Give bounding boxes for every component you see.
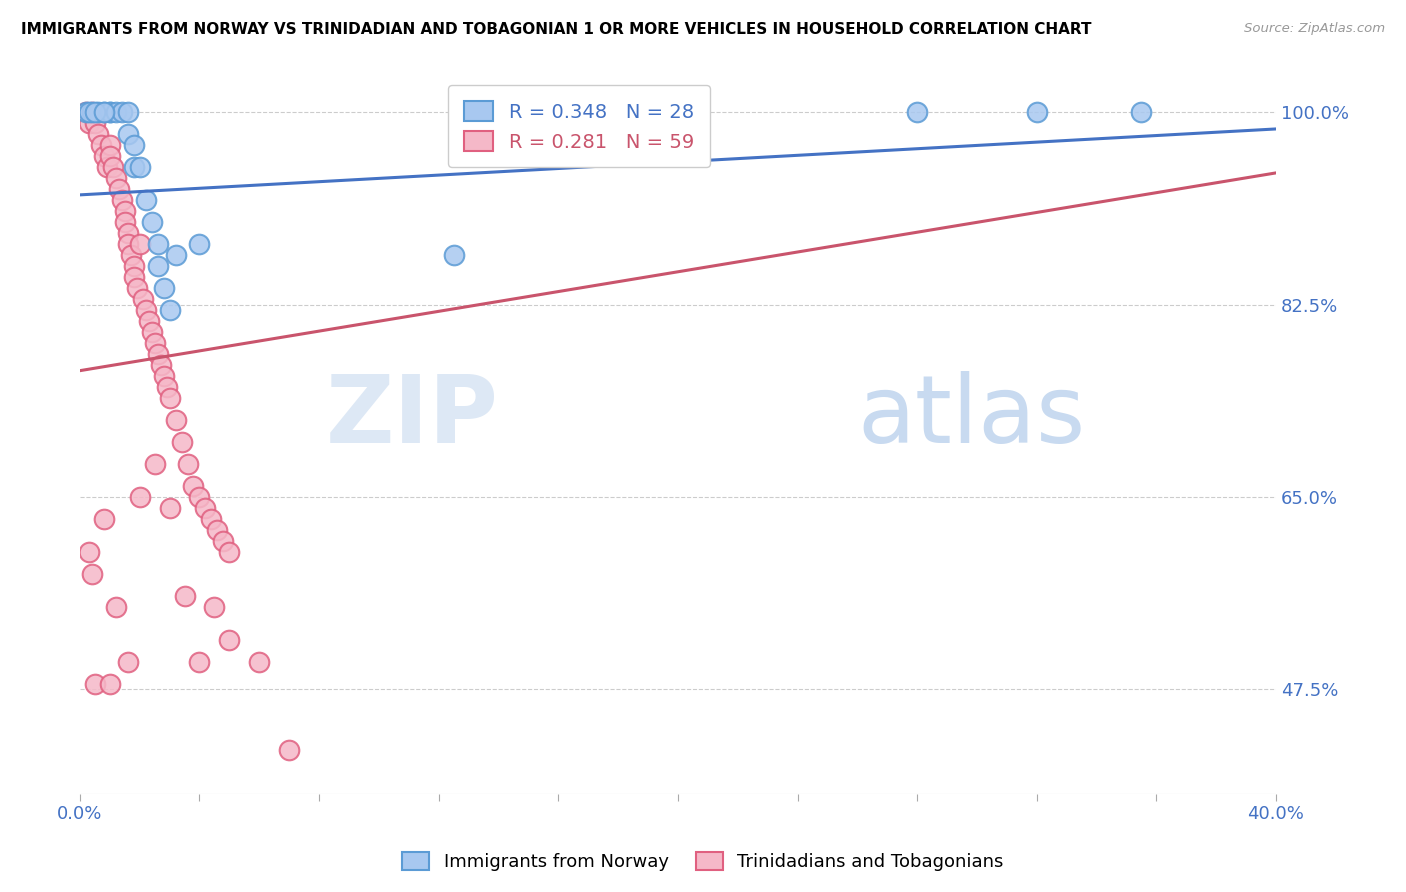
Text: ZIP: ZIP: [326, 370, 499, 463]
Point: [183, 479, 205, 493]
Point: [173, 589, 195, 603]
Point: [104, 171, 127, 186]
Point: [128, 237, 150, 252]
Point: [101, 161, 124, 175]
Point: [152, 281, 174, 295]
Point: [155, 380, 177, 394]
Point: [117, 105, 139, 120]
Point: [146, 347, 169, 361]
Point: [80, 105, 103, 120]
Point: [188, 237, 211, 252]
Legend: Immigrants from Norway, Trinidadians and Tobagonians: Immigrants from Norway, Trinidadians and…: [395, 845, 1011, 879]
Point: [77, 105, 100, 120]
Point: [200, 512, 222, 526]
Point: [98, 149, 121, 163]
Legend: R = 0.348   N = 28, R = 0.281   N = 59: R = 0.348 N = 28, R = 0.281 N = 59: [449, 86, 710, 168]
Point: [93, 105, 115, 120]
Point: [83, 677, 105, 691]
Point: [247, 655, 270, 669]
Point: [141, 325, 163, 339]
Point: [120, 248, 142, 262]
Point: [176, 457, 198, 471]
Point: [159, 391, 181, 405]
Point: [138, 314, 160, 328]
Point: [194, 501, 217, 516]
Point: [218, 632, 240, 647]
Point: [83, 116, 105, 130]
Point: [204, 599, 226, 614]
Point: [278, 742, 301, 756]
Point: [111, 105, 134, 120]
Point: [104, 105, 127, 120]
Point: [159, 303, 181, 318]
Point: [122, 138, 145, 153]
Point: [80, 566, 103, 581]
Point: [188, 490, 211, 504]
Point: [111, 194, 134, 208]
Point: [1025, 105, 1047, 120]
Point: [141, 215, 163, 229]
Point: [152, 369, 174, 384]
Point: [212, 533, 235, 548]
Point: [146, 237, 169, 252]
Point: [165, 413, 187, 427]
Point: [90, 138, 112, 153]
Point: [114, 215, 136, 229]
Point: [122, 270, 145, 285]
Point: [98, 677, 121, 691]
Point: [75, 105, 97, 120]
Point: [443, 248, 465, 262]
Point: [218, 545, 240, 559]
Point: [117, 655, 139, 669]
Point: [128, 490, 150, 504]
Point: [905, 105, 928, 120]
Point: [117, 237, 139, 252]
Point: [122, 260, 145, 274]
Point: [117, 128, 139, 142]
Point: [80, 105, 103, 120]
Point: [146, 260, 169, 274]
Point: [75, 105, 97, 120]
Point: [117, 227, 139, 241]
Point: [107, 182, 129, 196]
Text: atlas: atlas: [858, 370, 1085, 463]
Point: [98, 105, 121, 120]
Point: [83, 105, 105, 120]
Point: [122, 161, 145, 175]
Point: [114, 204, 136, 219]
Point: [188, 655, 211, 669]
Point: [149, 358, 172, 372]
Point: [128, 161, 150, 175]
Point: [159, 501, 181, 516]
Point: [1130, 105, 1153, 120]
Text: Source: ZipAtlas.com: Source: ZipAtlas.com: [1244, 22, 1385, 36]
Point: [87, 105, 110, 120]
Point: [87, 128, 110, 142]
Point: [165, 248, 187, 262]
Text: IMMIGRANTS FROM NORWAY VS TRINIDADIAN AND TOBAGONIAN 1 OR MORE VEHICLES IN HOUSE: IMMIGRANTS FROM NORWAY VS TRINIDADIAN AN…: [21, 22, 1091, 37]
Point: [207, 523, 229, 537]
Point: [135, 303, 157, 318]
Point: [125, 281, 148, 295]
Point: [77, 545, 100, 559]
Point: [98, 105, 121, 120]
Point: [93, 105, 115, 120]
Point: [131, 292, 153, 306]
Point: [143, 457, 166, 471]
Point: [96, 161, 118, 175]
Point: [93, 149, 115, 163]
Point: [77, 116, 100, 130]
Point: [93, 512, 115, 526]
Point: [98, 138, 121, 153]
Point: [135, 194, 157, 208]
Point: [143, 336, 166, 351]
Point: [170, 435, 193, 450]
Point: [104, 599, 127, 614]
